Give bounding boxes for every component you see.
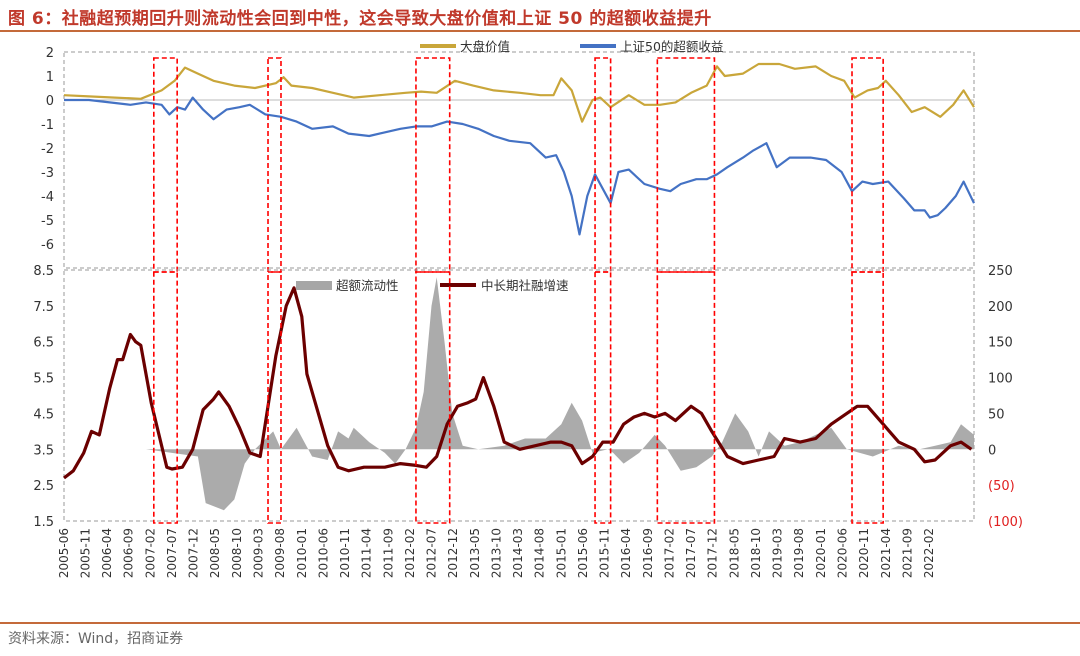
x-tick-label: 2010-06: [316, 528, 330, 578]
x-tick-label: 2007-02: [143, 528, 157, 578]
x-tick-label: 2021-04: [879, 528, 893, 578]
x-tick-label: 2017-07: [684, 528, 698, 578]
source-note: 资料来源：Wind，招商证券: [8, 631, 184, 647]
bottom-y2-tick-label: 50: [988, 407, 1005, 422]
x-tick-label: 2013-05: [468, 528, 482, 578]
highlight-box-top: [415, 57, 451, 273]
x-tick-label: 2008-10: [230, 528, 244, 578]
legend-label: 上证50的超额收益: [620, 39, 723, 54]
top-y-tick-label: -5: [41, 214, 54, 229]
x-tick-label: 2016-04: [619, 528, 633, 578]
bottom-y-tick-label: 3.5: [33, 443, 54, 458]
bottom-panel: 8.5 7.5 6.5 5.5 4.5 3.5 2.5 1.5 250 200 150 100 50 0 (…: [33, 264, 1023, 578]
x-tick-label: 2015-06: [576, 528, 590, 578]
x-tick-label: 2005-11: [79, 528, 93, 578]
legend-label: 超额流动性: [336, 278, 399, 293]
bottom-y-tick-label: 4.5: [33, 407, 54, 422]
x-tick-label: 2022-02: [922, 528, 936, 578]
highlight-box-bottom: [594, 271, 612, 524]
x-tick-label: 2012-07: [425, 528, 439, 578]
top-y-tick-label: -1: [41, 118, 54, 133]
top-plot-frame: [63, 51, 975, 269]
series-line-social-financing: [63, 286, 973, 480]
x-tick-label: 2012-02: [403, 528, 417, 578]
bottom-y-tick-label: 6.5: [33, 336, 54, 351]
legend-label: 大盘价值: [460, 39, 510, 54]
x-tick-label: 2020-01: [814, 528, 828, 578]
bottom-y-tick-label: 7.5: [33, 300, 54, 315]
highlight-box-bottom: [415, 271, 451, 524]
highlight-box-bottom: [656, 271, 716, 524]
x-tick-label: 2018-05: [727, 528, 741, 578]
x-tick-label: 2013-10: [489, 528, 503, 578]
x-tick-label: 2020-06: [836, 528, 850, 578]
source-rule: [0, 622, 1080, 624]
top-y-tick-label: 0: [46, 94, 54, 109]
x-tick-label: 2011-04: [360, 528, 374, 578]
top-y-tick-label: 2: [46, 46, 54, 61]
highlight-box-top: [153, 57, 178, 273]
x-tick-label: 2016-09: [641, 528, 655, 578]
bottom-y2-tick-label: 200: [988, 300, 1013, 315]
top-y-tick-label: 1: [46, 70, 54, 85]
x-tick-label: 2020-11: [857, 528, 871, 578]
x-tick-label: 2014-08: [533, 528, 547, 578]
series-line-value: [63, 62, 975, 123]
x-tick-label: 2010-11: [338, 528, 352, 578]
top-y-tick-label: -2: [41, 142, 54, 157]
x-tick-label: 2008-05: [208, 528, 222, 578]
x-tick-label: 2005-06: [57, 528, 71, 578]
bottom-y2-tick-label: (50): [988, 479, 1015, 494]
bottom-y-tick-label: 8.5: [33, 264, 54, 279]
bottom-y-tick-label: 1.5: [33, 515, 54, 530]
top-panel: 2 1 0 -1 -2 -3 -4 -5 -6 大盘价值 上证50的超额收益: [41, 39, 975, 273]
highlight-box-bottom: [851, 271, 884, 524]
x-tick-label: 2012-12: [446, 528, 460, 578]
legend-label: 中长期社融增速: [481, 278, 569, 293]
top-y-tick-label: -4: [41, 190, 54, 205]
bottom-y2-tick-label: (100): [988, 515, 1023, 530]
x-tick-label: 2006-04: [100, 528, 114, 578]
x-tick-label: 2017-12: [706, 528, 720, 578]
chart-svg: 2 1 0 -1 -2 -3 -4 -5 -6 大盘价值 上证50的超额收益 8.5 7.5 6.5 5.…: [33, 39, 1023, 578]
bottom-y-tick-label: 5.5: [33, 372, 54, 387]
top-y-tick-label: -6: [41, 238, 54, 253]
highlight-box-top: [267, 57, 282, 273]
x-tick-label: 2010-01: [295, 528, 309, 578]
title-rule: [0, 30, 1080, 32]
x-tick-label: 2011-09: [381, 528, 395, 578]
x-tick-label: 2009-03: [252, 528, 266, 578]
x-tick-label: 2014-03: [511, 528, 525, 578]
x-tick-label: 2015-11: [598, 528, 612, 578]
x-tick-label: 2015-01: [554, 528, 568, 578]
bottom-y-tick-label: 2.5: [33, 479, 54, 494]
series-line-sse50: [64, 96, 975, 236]
highlight-box-bottom: [153, 271, 178, 524]
bottom-y2-tick-label: 100: [988, 372, 1013, 387]
highlight-box-bottom: [267, 271, 282, 524]
highlight-box-top: [656, 57, 716, 273]
chart-title: 图 6：社融超预期回升则流动性会回到中性，这会导致大盘价值和上证 50 的超额收…: [8, 9, 712, 29]
x-tick-label: 2007-07: [165, 528, 179, 578]
bottom-y2-tick-label: 0: [988, 443, 996, 458]
x-tick-label: 2018-10: [749, 528, 763, 578]
bottom-y2-tick-label: 150: [988, 336, 1013, 351]
x-tick-label: 2021-09: [900, 528, 914, 578]
series-area-liquidity: [64, 277, 974, 511]
bottom-y2-tick-label: 250: [988, 264, 1013, 279]
x-tick-label: 2007-12: [187, 528, 201, 578]
bottom-plot-frame: [63, 269, 975, 522]
x-tick-label: 2019-03: [771, 528, 785, 578]
x-tick-label: 2006-09: [122, 528, 136, 578]
x-tick-label: 2017-02: [663, 528, 677, 578]
highlight-box-top: [594, 57, 612, 273]
highlight-box-top: [851, 57, 884, 273]
top-y-tick-label: -3: [41, 166, 54, 181]
x-tick-label: 2009-08: [273, 528, 287, 578]
x-tick-label: 2019-08: [792, 528, 806, 578]
legend-swatch: [296, 281, 332, 290]
